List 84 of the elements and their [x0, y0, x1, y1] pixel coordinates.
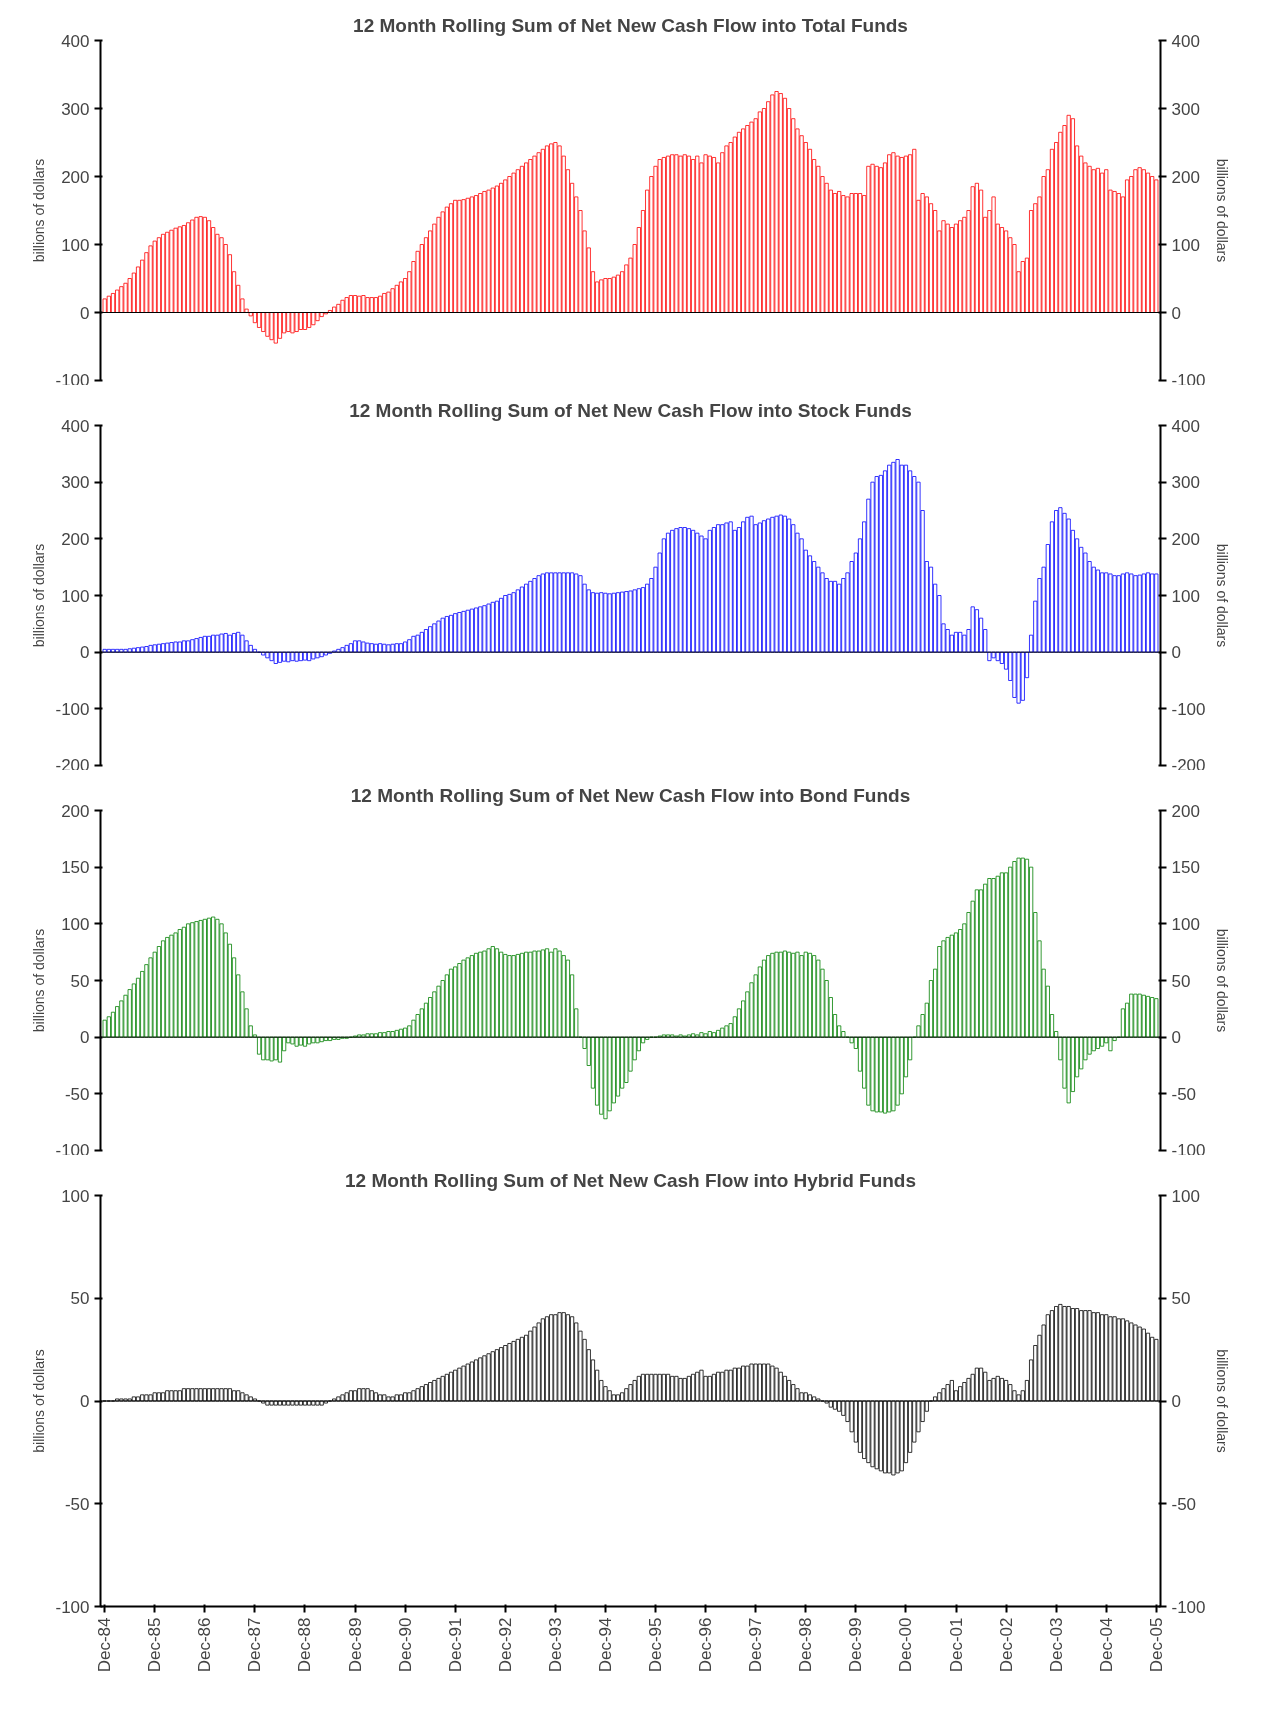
y2-tick-label: -200 [1171, 755, 1206, 775]
x-tick-label: Dec-85 [145, 1617, 165, 1673]
y-tick-label: 150 [61, 858, 90, 878]
y-tick-label: -200 [55, 755, 90, 775]
x-tick-label: Dec-00 [896, 1617, 916, 1673]
y2-tick-label: 100 [1171, 914, 1200, 934]
y-tick-label: 300 [61, 99, 90, 119]
y-tick-label: -100 [55, 370, 90, 390]
x-tick-label: Dec-92 [495, 1617, 515, 1673]
x-tick-label: Dec-01 [946, 1617, 966, 1673]
y2-tick-label: 50 [1171, 971, 1191, 991]
y-tick-label: 0 [80, 1392, 90, 1411]
y2-tick-label: 200 [1171, 529, 1200, 549]
y-axis-title: billions of dollars [31, 543, 48, 648]
y2-tick-label: -100 [1171, 699, 1206, 719]
y-tick-label: -50 [64, 1494, 90, 1514]
y-tick-label: -100 [55, 1140, 90, 1160]
x-tick-label: Dec-98 [796, 1617, 816, 1673]
x-tick-label: Dec-89 [345, 1617, 365, 1673]
x-tick-label: Dec-91 [445, 1617, 465, 1673]
y-tick-label: 400 [61, 416, 90, 436]
y2-tick-label: 0 [1171, 643, 1181, 663]
y2-tick-label: 100 [1171, 235, 1200, 255]
y-axis-title: billions of dollars [31, 928, 48, 1033]
x-tick-label: Dec-93 [545, 1617, 565, 1673]
y-tick-label: -50 [64, 1084, 90, 1104]
y-tick-label: 200 [61, 529, 90, 549]
chart-title: 12 Month Rolling Sum of Net New Cash Flow into Total Funds [353, 14, 908, 36]
y2-tick-label: 200 [1171, 167, 1200, 187]
x-tick-label: Dec-97 [746, 1617, 766, 1673]
y-tick-label: 0 [80, 303, 90, 323]
y2-tick-label: -100 [1171, 1597, 1206, 1617]
y-tick-label: -100 [55, 699, 90, 719]
y-tick-label: 400 [61, 31, 90, 51]
y2-tick-label: 200 [1171, 801, 1200, 821]
y-tick-label: 0 [80, 643, 90, 663]
x-tick-label: Dec-88 [295, 1617, 315, 1673]
y-tick-label: 0 [80, 1028, 90, 1048]
x-tick-label: Dec-03 [1046, 1617, 1066, 1673]
y-tick-label: 300 [61, 473, 90, 493]
chart-title: 12 Month Rolling Sum of Net New Cash Flow into Bond Funds [350, 784, 911, 806]
y-tick-label: 50 [70, 971, 90, 991]
y-tick-label: -100 [55, 1597, 90, 1617]
x-tick-label: Dec-94 [595, 1617, 615, 1673]
y2-tick-label: 0 [1171, 1028, 1181, 1048]
x-tick-label: Dec-86 [195, 1617, 215, 1673]
x-tick-label: Dec-87 [245, 1617, 265, 1673]
y-tick-label: 50 [70, 1289, 90, 1309]
x-tick-label: Dec-84 [95, 1617, 115, 1673]
y-tick-label: 100 [61, 1186, 90, 1206]
y-axis-title: billions of dollars [31, 1349, 48, 1453]
y2-tick-label: 0 [1171, 303, 1181, 323]
x-tick-label: Dec-99 [846, 1617, 866, 1673]
y2-tick-label: -100 [1171, 370, 1206, 390]
y-tick-label: 100 [61, 586, 90, 606]
y2-tick-label: -100 [1171, 1140, 1206, 1160]
chart-title: 12 Month Rolling Sum of Net New Cash Flow into Stock Funds [349, 399, 912, 421]
y2-tick-label: 100 [1171, 1186, 1200, 1206]
x-tick-label: Dec-05 [1146, 1617, 1166, 1673]
y2-axis-title: billions of dollars [1213, 928, 1230, 1033]
y2-axis-title: billions of dollars [1213, 543, 1230, 648]
y2-tick-label: 100 [1171, 586, 1200, 606]
y-tick-label: 100 [61, 914, 90, 934]
y2-axis-title: billions of dollars [1213, 158, 1230, 263]
y-tick-label: 200 [61, 167, 90, 187]
y2-tick-label: 300 [1171, 473, 1200, 493]
y2-tick-label: -50 [1171, 1084, 1197, 1104]
y2-axis-title: billions of dollars [1213, 1349, 1230, 1453]
x-tick-label: Dec-95 [646, 1617, 666, 1673]
y2-tick-label: 300 [1171, 99, 1200, 119]
x-tick-label: Dec-96 [696, 1617, 716, 1673]
y-tick-label: 200 [61, 801, 90, 821]
x-tick-label: Dec-90 [395, 1617, 415, 1673]
y-axis-title: billions of dollars [31, 158, 48, 263]
y2-tick-label: 150 [1171, 858, 1200, 878]
y2-tick-label: -50 [1171, 1494, 1197, 1514]
y-tick-label: 100 [61, 235, 90, 255]
y2-tick-label: 400 [1171, 416, 1200, 436]
y2-tick-label: 50 [1171, 1289, 1191, 1309]
x-tick-label: Dec-04 [1096, 1617, 1116, 1673]
y2-tick-label: 400 [1171, 31, 1200, 51]
chart-title: 12 Month Rolling Sum of Net New Cash Flow into Hybrid Funds [344, 1169, 917, 1191]
x-tick-label: Dec-02 [996, 1617, 1016, 1673]
y2-tick-label: 0 [1171, 1392, 1181, 1411]
